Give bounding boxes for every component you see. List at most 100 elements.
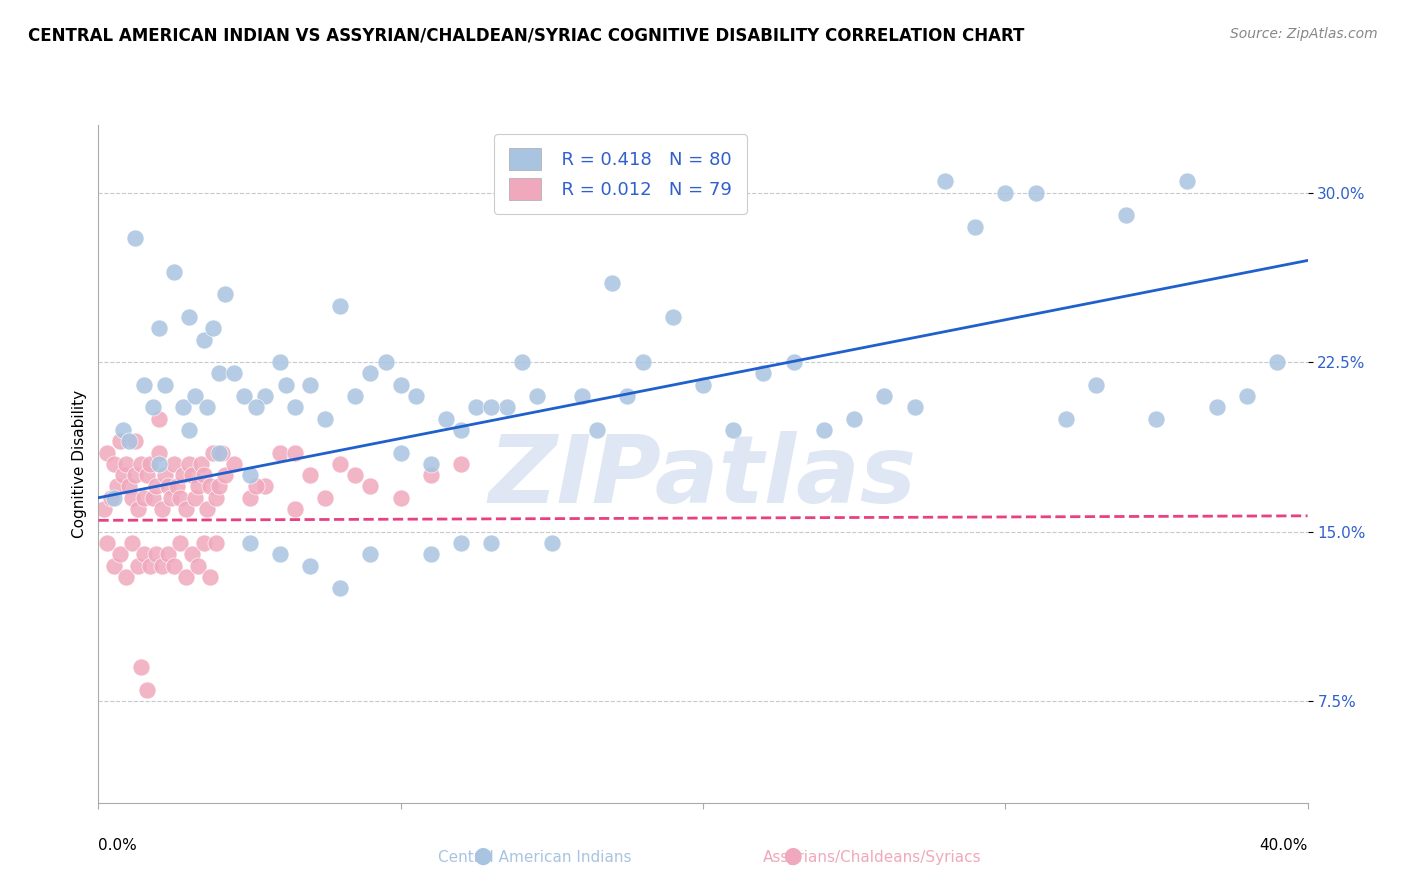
Point — [269, 547, 291, 561]
Point — [103, 457, 125, 471]
Point — [166, 479, 188, 493]
Y-axis label: Cognitive Disability: Cognitive Disability — [72, 390, 87, 538]
Point — [232, 389, 254, 403]
Point — [187, 558, 209, 573]
Point — [132, 377, 155, 392]
Point — [389, 445, 412, 459]
Point — [121, 536, 143, 550]
Point — [571, 389, 593, 403]
Point — [239, 491, 262, 505]
Point — [284, 445, 307, 459]
Point — [93, 502, 115, 516]
Point — [344, 468, 367, 483]
Point — [114, 570, 136, 584]
Point — [184, 491, 207, 505]
Point — [360, 547, 382, 561]
Text: CENTRAL AMERICAN INDIAN VS ASSYRIAN/CHALDEAN/SYRIAC COGNITIVE DISABILITY CORRELA: CENTRAL AMERICAN INDIAN VS ASSYRIAN/CHAL… — [28, 27, 1025, 45]
Point — [329, 581, 352, 595]
Point — [314, 411, 336, 425]
Point — [239, 468, 262, 483]
Point — [450, 423, 472, 437]
Point — [1085, 377, 1108, 392]
Point — [510, 355, 533, 369]
Point — [129, 457, 152, 471]
Point — [269, 355, 291, 369]
Point — [274, 377, 297, 392]
Point — [202, 321, 225, 335]
Point — [965, 219, 987, 234]
Point — [145, 479, 167, 493]
Point — [1236, 389, 1258, 403]
Point — [420, 547, 443, 561]
Point — [169, 536, 191, 550]
Point — [495, 401, 517, 415]
Text: 0.0%: 0.0% — [98, 838, 138, 854]
Point — [314, 491, 336, 505]
Text: Source: ZipAtlas.com: Source: ZipAtlas.com — [1230, 27, 1378, 41]
Point — [1206, 401, 1229, 415]
Point — [1146, 411, 1168, 425]
Point — [127, 558, 149, 573]
Point — [245, 401, 267, 415]
Point — [245, 479, 267, 493]
Point — [150, 502, 173, 516]
Point — [103, 558, 125, 573]
Point — [200, 570, 222, 584]
Text: ZIPatlas: ZIPatlas — [489, 432, 917, 524]
Point — [153, 468, 176, 483]
Text: Assyrians/Chaldeans/Syriacs: Assyrians/Chaldeans/Syriacs — [762, 850, 981, 865]
Point — [344, 389, 367, 403]
Point — [224, 367, 246, 381]
Point — [631, 355, 654, 369]
Point — [190, 457, 212, 471]
Point — [299, 558, 322, 573]
Point — [208, 367, 231, 381]
Point — [1115, 208, 1137, 222]
Text: ⬤: ⬤ — [474, 847, 492, 865]
Point — [723, 423, 745, 437]
Point — [873, 389, 896, 403]
Point — [813, 423, 835, 437]
Point — [205, 491, 228, 505]
Point — [139, 457, 162, 471]
Point — [586, 423, 609, 437]
Point — [181, 547, 204, 561]
Point — [179, 423, 201, 437]
Point — [329, 457, 352, 471]
Point — [239, 536, 262, 550]
Point — [783, 355, 806, 369]
Point — [195, 502, 218, 516]
Point — [121, 491, 143, 505]
Point — [118, 479, 141, 493]
Point — [602, 276, 624, 290]
Point — [118, 434, 141, 449]
Point — [148, 321, 170, 335]
Point — [163, 265, 186, 279]
Point — [179, 310, 201, 324]
Point — [844, 411, 866, 425]
Point — [284, 502, 307, 516]
Point — [114, 457, 136, 471]
Point — [1024, 186, 1046, 200]
Point — [214, 468, 236, 483]
Point — [135, 682, 157, 697]
Point — [329, 299, 352, 313]
Point — [108, 434, 131, 449]
Point — [184, 389, 207, 403]
Point — [142, 401, 165, 415]
Point — [179, 457, 201, 471]
Point — [1175, 174, 1198, 188]
Point — [1267, 355, 1289, 369]
Point — [420, 468, 443, 483]
Point — [193, 468, 215, 483]
Point — [692, 377, 714, 392]
Point — [156, 547, 179, 561]
Point — [450, 536, 472, 550]
Text: Central American Indians: Central American Indians — [437, 850, 631, 865]
Point — [208, 479, 231, 493]
Point — [100, 491, 122, 505]
Point — [124, 434, 146, 449]
Point — [153, 377, 176, 392]
Text: 40.0%: 40.0% — [1260, 838, 1308, 854]
Point — [299, 468, 322, 483]
